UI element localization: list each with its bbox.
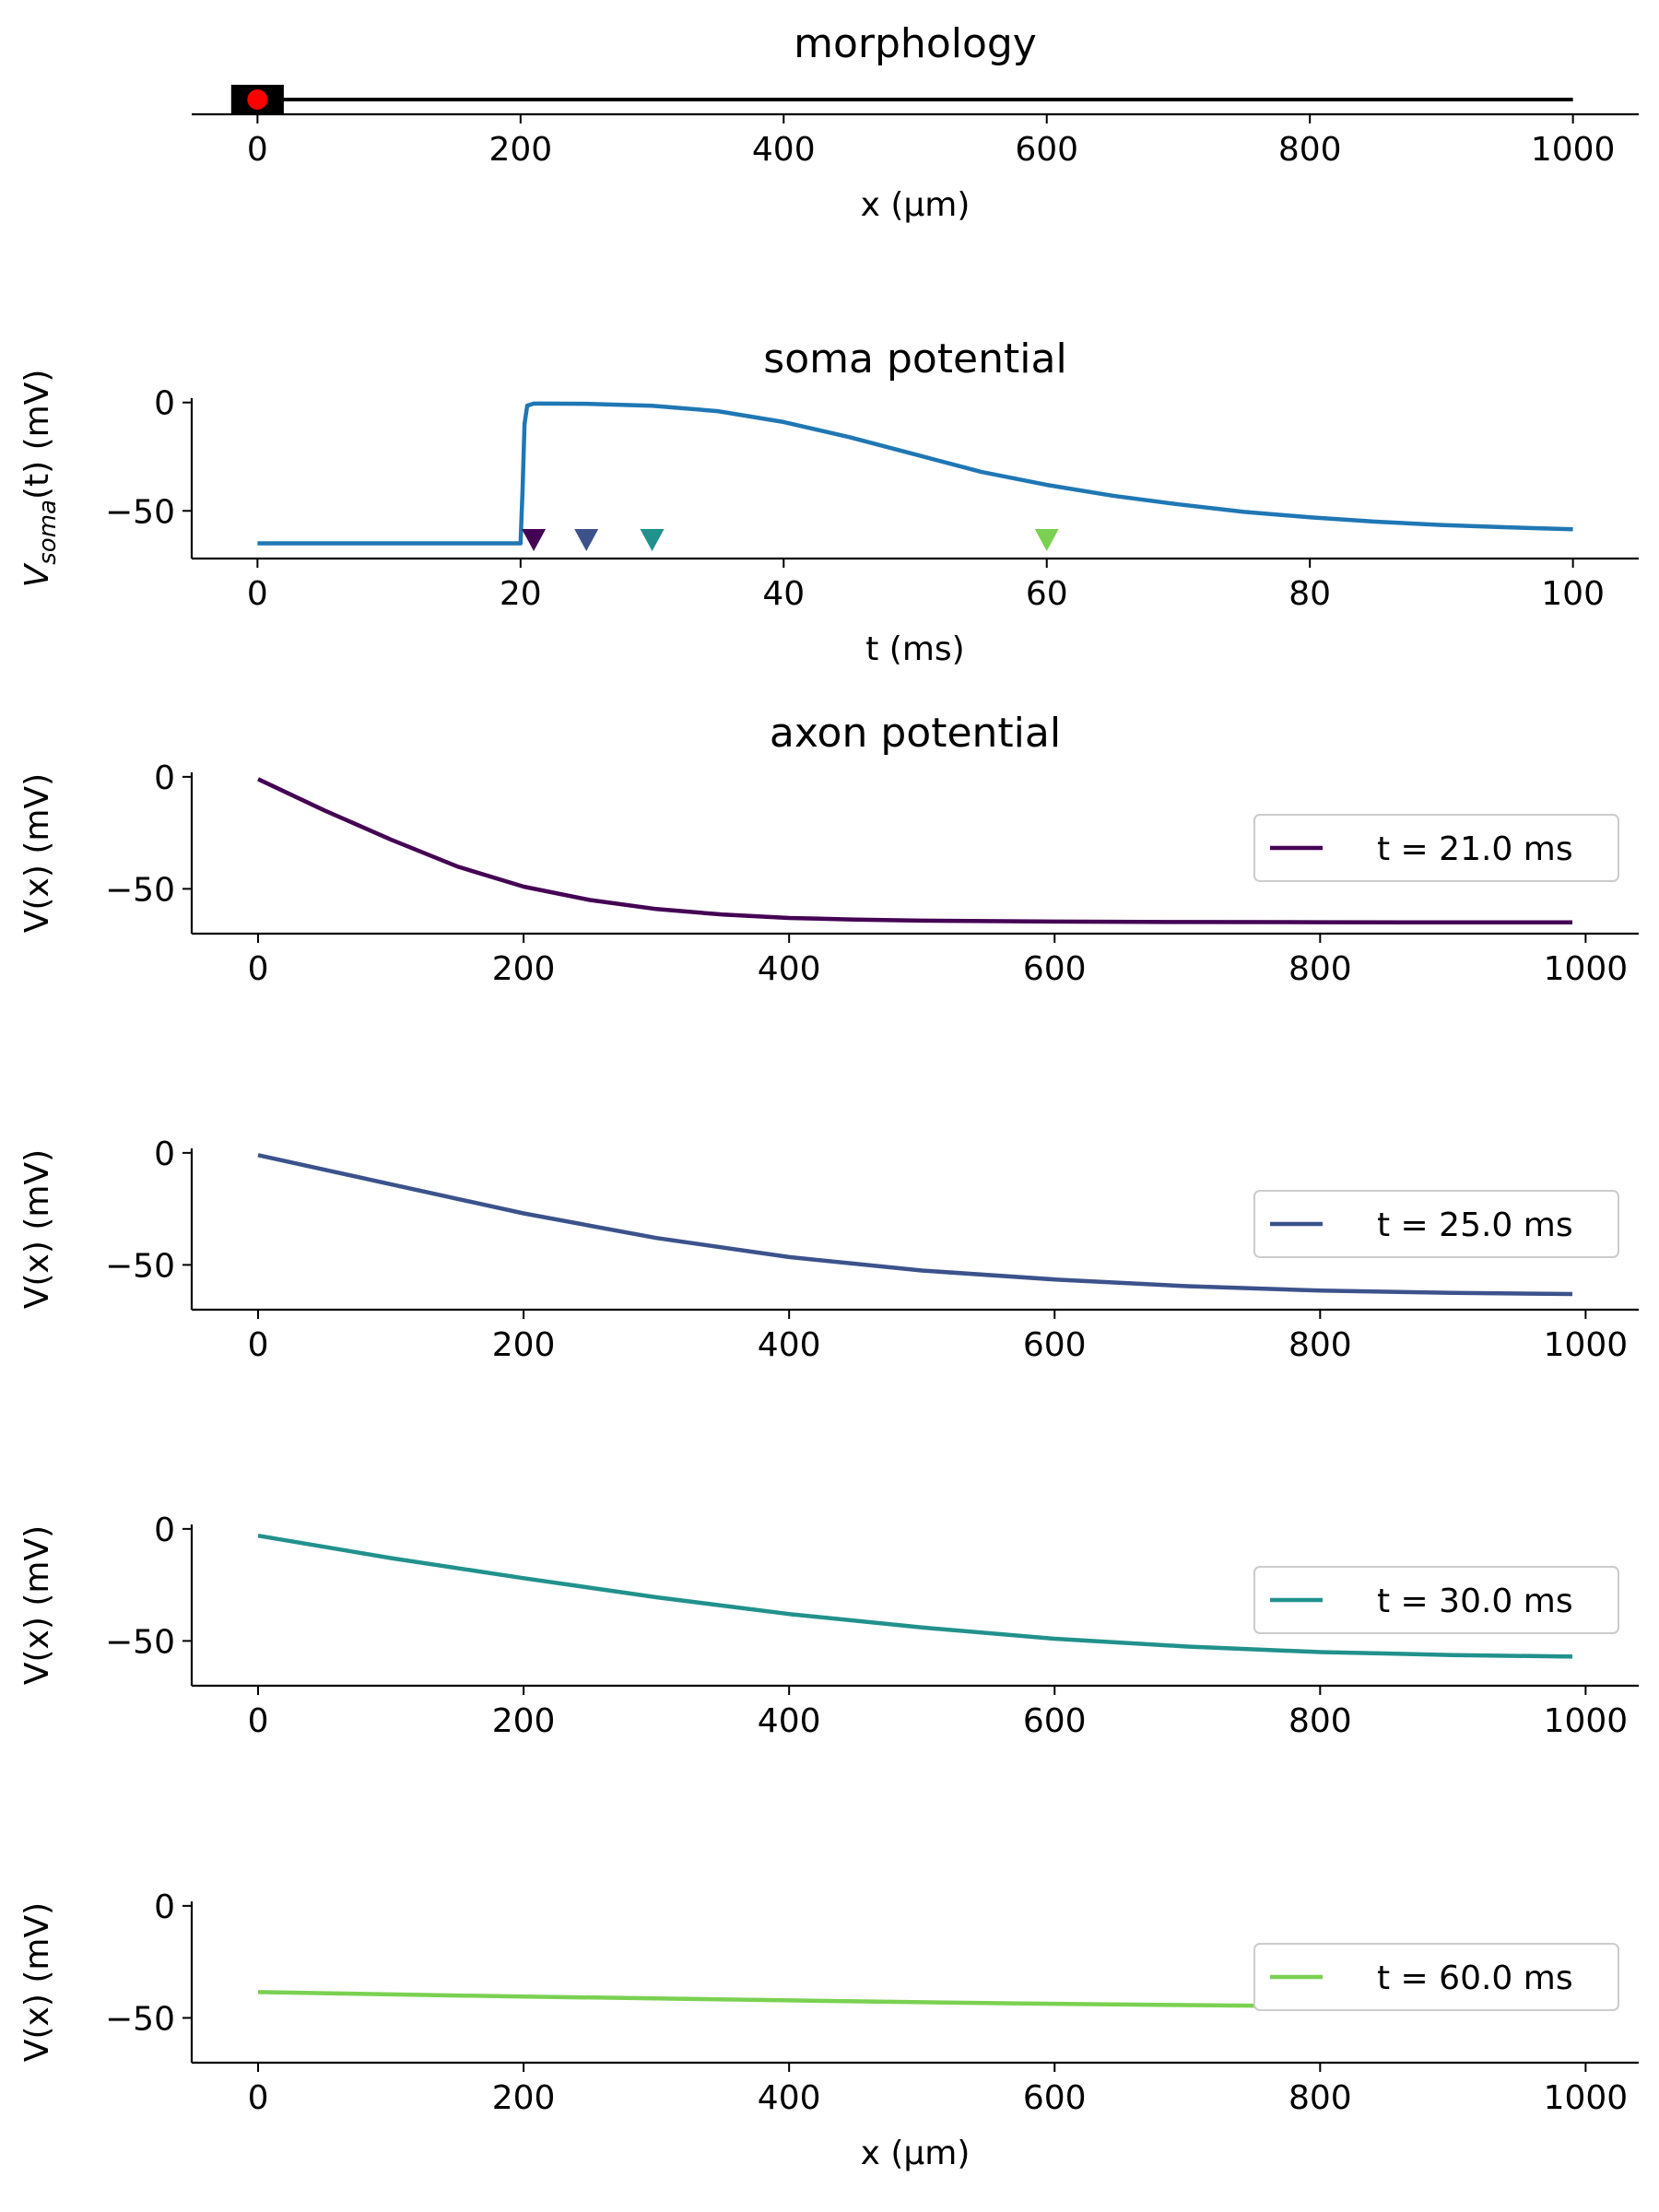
series-line — [257, 1533, 1573, 1659]
x-tick-label: 100 — [1541, 575, 1605, 613]
x-tick-label: 80 — [1288, 575, 1331, 613]
y-tick-label: −50 — [105, 2000, 175, 2038]
x-tick-label: 600 — [1023, 1326, 1087, 1364]
x-tick-label: 800 — [1288, 950, 1352, 988]
x-tick-label: 1000 — [1544, 950, 1629, 988]
time-marker — [574, 529, 599, 552]
y-tick-label: −50 — [105, 1247, 175, 1285]
y-tick-label: 0 — [154, 385, 175, 423]
panel-soma: soma potential 0 20 40 60 80 100 0 −50 t (ms) Vsom… — [18, 335, 1639, 668]
x-tick-label: 0 — [248, 2079, 269, 2117]
x-tick-label: 0 — [247, 575, 268, 613]
legend-frame — [1253, 1190, 1619, 1258]
legend-label: t = 30.0 ms — [1377, 1583, 1573, 1620]
x-tick-label: 0 — [248, 950, 269, 988]
x-tick-label: 800 — [1288, 2079, 1352, 2117]
y-tick-label: −50 — [105, 871, 175, 909]
legend-frame — [1253, 1566, 1619, 1634]
x-axis-label: x (μm) — [861, 2135, 971, 2172]
panel-morphology: morphology 0 200 400 600 800 1000 x (μm) — [192, 20, 1639, 224]
y-axis-label: V(x) (mV) — [18, 1902, 56, 2062]
x-axis-label: t (ms) — [865, 630, 964, 668]
y-tick-label: 0 — [154, 1888, 175, 1926]
x-tick-label: 400 — [758, 2079, 821, 2117]
stimulus-electrode-dot — [247, 89, 268, 110]
y-tick-label: −50 — [105, 493, 175, 531]
chart-title: axon potential — [770, 710, 1061, 757]
y-axis-label-rest: (t) (mV) — [18, 370, 56, 500]
y-tick-label: 0 — [154, 1512, 175, 1549]
x-tick-label: 400 — [758, 950, 821, 988]
panel-axon_25: 0 200 400 600 800 1000 0 −50 V(x) (mV) t = 25.0 m… — [18, 1135, 1639, 1364]
x-tick-label: 200 — [492, 2079, 556, 2117]
panel-axon_21: axon potential 0 200 400 600 800 1000 0 −50 V(x) … — [18, 710, 1639, 988]
y-axis-label: V(x) (mV) — [18, 773, 56, 933]
x-tick-label: 0 — [248, 1702, 269, 1740]
legend: t = 21.0 ms — [1253, 814, 1619, 882]
chart-title: soma potential — [763, 335, 1066, 382]
y-axis-label-main: V — [18, 562, 56, 587]
x-tick-label: 200 — [488, 131, 552, 169]
x-tick-label: 400 — [758, 1702, 821, 1740]
y-tick-label: 0 — [154, 759, 175, 797]
x-tick-label: 0 — [247, 131, 268, 169]
x-tick-label: 800 — [1288, 1702, 1352, 1740]
x-tick-label: 60 — [1026, 575, 1068, 613]
x-tick-label: 0 — [248, 1326, 269, 1364]
series-line — [257, 401, 1573, 546]
x-tick-label: 1000 — [1544, 2079, 1629, 2117]
x-tick-label: 600 — [1023, 2079, 1087, 2117]
x-tick-label: 600 — [1015, 131, 1078, 169]
x-tick-label: 200 — [492, 1702, 556, 1740]
panel-axon_60: 0 200 400 600 800 1000 0 −50 x (μm) V(x) (mV) t = … — [18, 1888, 1639, 2172]
x-tick-label: 600 — [1023, 950, 1087, 988]
y-tick-label: 0 — [154, 1135, 175, 1173]
x-tick-label: 40 — [762, 575, 805, 613]
x-tick-label: 600 — [1023, 1702, 1087, 1740]
x-tick-label: 1000 — [1544, 1326, 1629, 1364]
x-tick-label: 1000 — [1531, 131, 1616, 169]
time-marker — [1034, 529, 1059, 552]
panel-axon_30: 0 200 400 600 800 1000 0 −50 V(x) (mV) t = 30.0 m… — [18, 1512, 1639, 1740]
series-line — [257, 777, 1572, 925]
x-axis-label: x (μm) — [861, 186, 971, 224]
legend-label: t = 60.0 ms — [1377, 1959, 1573, 1997]
x-tick-label: 200 — [492, 950, 556, 988]
series-line — [257, 1153, 1573, 1297]
y-axis-label: V(x) (mV) — [18, 1149, 56, 1309]
legend-frame — [1253, 814, 1619, 882]
x-tick-label: 400 — [758, 1326, 821, 1364]
legend-label: t = 25.0 ms — [1377, 1206, 1573, 1244]
legend-label: t = 21.0 ms — [1377, 830, 1573, 868]
y-axis-label: Vsoma(t) (mV) — [18, 370, 62, 588]
legend: t = 25.0 ms — [1253, 1190, 1619, 1258]
x-tick-label: 800 — [1288, 1326, 1352, 1364]
legend-frame — [1253, 1943, 1619, 2011]
y-tick-label: −50 — [105, 1623, 175, 1661]
legend: t = 30.0 ms — [1253, 1566, 1619, 1634]
x-tick-label: 20 — [500, 575, 542, 613]
x-tick-label: 400 — [752, 131, 816, 169]
time-marker — [640, 529, 665, 552]
chart-title: morphology — [794, 20, 1037, 67]
x-tick-label: 200 — [492, 1326, 556, 1364]
time-marker — [522, 529, 547, 552]
x-tick-label: 1000 — [1544, 1702, 1629, 1740]
x-tick-label: 800 — [1278, 131, 1342, 169]
y-axis-label: V(x) (mV) — [18, 1525, 56, 1685]
legend: t = 60.0 ms — [1253, 1943, 1619, 2011]
y-axis-label-sub: soma — [34, 500, 62, 565]
